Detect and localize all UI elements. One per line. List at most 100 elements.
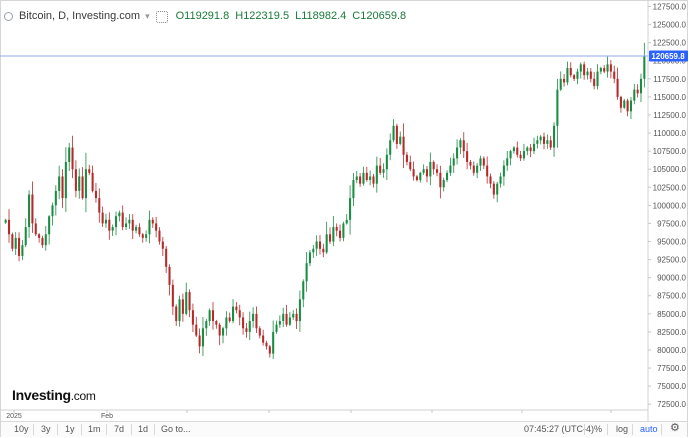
range-10y-button[interactable]: 10y: [14, 424, 29, 434]
range-1d-button[interactable]: 1d: [138, 424, 149, 434]
candle-up: [275, 324, 278, 332]
candle-down: [155, 223, 158, 231]
ohlc-high-label: H: [235, 10, 244, 22]
candle-down: [405, 154, 408, 162]
candle-up: [599, 67, 602, 72]
candle-down: [215, 321, 218, 325]
candle-up: [623, 100, 626, 108]
candle-up: [332, 227, 335, 242]
range-7d-button[interactable]: 7d: [114, 424, 125, 434]
candle-up: [225, 317, 228, 329]
candle-up: [559, 78, 562, 90]
candle-down: [91, 172, 94, 191]
settings-gear-icon[interactable]: ⚙: [670, 422, 680, 434]
candle-up: [221, 328, 225, 336]
candle-up: [522, 151, 525, 159]
toolbar-divider: [607, 424, 608, 435]
log-toggle[interactable]: log: [616, 424, 629, 434]
settings-icon[interactable]: [155, 11, 168, 23]
candle-up: [479, 158, 482, 166]
candle-down: [516, 147, 519, 155]
toolbar-divider: [661, 424, 662, 435]
candle-up: [546, 140, 549, 144]
candle-down: [395, 125, 398, 144]
candle-down: [138, 227, 141, 235]
candle-up: [639, 78, 643, 94]
candle-down: [108, 219, 111, 231]
candle-up: [68, 147, 71, 162]
candle-up: [643, 55, 646, 79]
candle-down: [295, 313, 298, 322]
logo-suffix: .com: [70, 389, 96, 403]
candle-up: [536, 140, 539, 144]
candle-up: [51, 205, 54, 217]
candle-down: [268, 346, 271, 354]
candle-up: [499, 176, 502, 184]
candle-down: [245, 328, 248, 332]
candle-down: [262, 335, 265, 343]
candle-down: [529, 147, 532, 152]
candle-down: [328, 234, 332, 242]
y-tick-label: 115000.0: [653, 93, 686, 102]
candle-up: [375, 165, 378, 184]
candle-up: [352, 180, 355, 199]
candle-down: [11, 234, 14, 249]
candle-up: [111, 227, 114, 231]
candle-up: [362, 172, 365, 184]
y-tick-label: 85000.0: [657, 310, 686, 319]
candle-up: [422, 169, 425, 173]
candle-down: [472, 165, 475, 173]
investing-logo[interactable]: Investing.com: [12, 387, 96, 403]
ohlc-low: L118982.4: [295, 10, 346, 22]
range-1m-button[interactable]: 1m: [88, 424, 101, 434]
candle-up: [252, 313, 255, 322]
chevron-down-icon[interactable]: ▾: [145, 10, 150, 21]
candle-up: [125, 223, 128, 228]
candle-up: [278, 321, 281, 325]
candlestick-chart[interactable]: 72500.0 75000.0 77500.0 80000.0 82500.0 85000…: [0, 0, 689, 421]
candle-up: [355, 176, 358, 181]
ohlc-open: O119291.8: [176, 10, 230, 22]
candle-down: [181, 299, 184, 314]
candle-up: [446, 172, 449, 181]
toolbar-divider: [131, 424, 132, 435]
candle-up: [429, 161, 432, 177]
candle-up: [232, 306, 235, 322]
status-dot-icon: [4, 11, 13, 21]
y-tick-label: 112500.0: [653, 111, 686, 120]
candle-down: [372, 176, 375, 184]
candle-down: [365, 172, 368, 181]
candle-down: [402, 136, 405, 155]
candle-down: [379, 165, 382, 173]
candle-up: [382, 169, 385, 173]
percent-toggle[interactable]: %: [594, 424, 603, 434]
candle-down: [71, 147, 74, 170]
y-tick-label: 95000.0: [657, 238, 686, 247]
candle-up: [442, 180, 445, 188]
ohlc-high-value: 122319.5: [243, 10, 290, 22]
ohlc-high: H122319.5: [235, 10, 289, 22]
y-tick-label: 125000.0: [653, 21, 687, 30]
candle-up: [14, 237, 17, 249]
candle-up: [345, 219, 348, 224]
candle-up: [476, 165, 479, 173]
instrument-title[interactable]: Bitcoin, D, Investing.com: [19, 10, 141, 22]
candle-down: [191, 310, 194, 325]
candle-up: [78, 176, 81, 191]
candle-down: [151, 219, 154, 224]
candle-down: [235, 306, 238, 311]
auto-toggle[interactable]: auto: [640, 424, 658, 434]
y-tick-label: 102500.0: [653, 183, 687, 192]
candle-up: [205, 321, 208, 329]
range-3y-button[interactable]: 3y: [41, 424, 51, 434]
candle-up: [24, 227, 27, 246]
y-tick-label: 97500.0: [657, 219, 686, 228]
range-1y-button[interactable]: 1y: [65, 424, 75, 434]
candle-up: [312, 248, 315, 253]
ohlc-open-label: O: [175, 10, 185, 22]
candle-down: [81, 176, 84, 199]
candle-down: [322, 248, 325, 253]
candle-down: [593, 78, 596, 87]
goto-button[interactable]: Go to...: [161, 424, 191, 434]
candle-down: [242, 317, 245, 329]
